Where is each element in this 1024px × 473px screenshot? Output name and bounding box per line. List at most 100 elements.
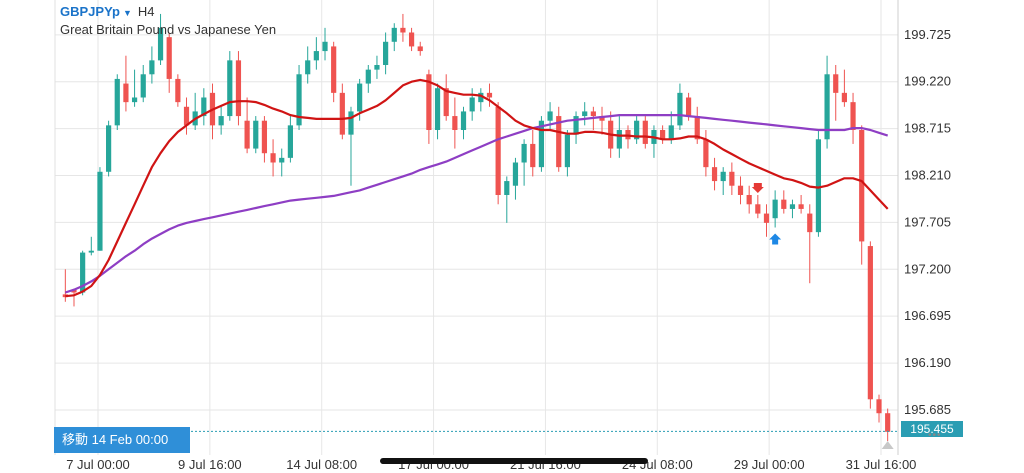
candle-body	[235, 60, 242, 117]
candle-body	[279, 157, 285, 163]
candle-body	[564, 134, 570, 168]
goto-date-button[interactable]: 移動 14 Feb 00:00	[54, 427, 190, 453]
scroll-marker-icon	[881, 441, 894, 449]
candle-body	[772, 199, 778, 219]
y-tick-label: 196.190	[904, 355, 951, 370]
y-tick-label: 196.695	[904, 308, 951, 323]
fast-ma-line	[65, 78, 889, 298]
y-tick-label: 198.210	[904, 168, 951, 183]
candle-body	[841, 92, 847, 103]
candle-body	[867, 246, 873, 400]
candle-body	[833, 74, 839, 93]
chart-header[interactable]: GBPJPYp ▼ H4	[60, 4, 155, 19]
y-tick-label: 195.685	[904, 402, 951, 417]
candle-body	[876, 399, 882, 414]
candle-body	[400, 27, 406, 33]
candle-body	[201, 97, 207, 117]
caret-down-icon[interactable]: ▼	[122, 8, 132, 18]
candle-body	[469, 97, 475, 112]
candle-body	[97, 171, 103, 251]
candle-body	[417, 46, 423, 52]
candle-body	[677, 92, 683, 126]
candle-body	[703, 139, 709, 168]
more-dots-icon[interactable]: •••	[928, 430, 942, 441]
candle-body	[296, 74, 302, 126]
candle-body	[408, 32, 415, 47]
candle-body	[616, 130, 622, 149]
current-price-tag: 195.455	[901, 421, 963, 437]
candle-body	[599, 116, 605, 121]
candle-body	[556, 116, 562, 168]
candle-body	[815, 139, 822, 233]
candle-body	[261, 120, 268, 154]
y-tick-label: 197.200	[904, 261, 951, 276]
y-tick-label: 199.220	[904, 74, 951, 89]
candle-body	[634, 120, 640, 140]
candle-body	[824, 74, 830, 140]
candle-body	[720, 171, 726, 182]
candle-body	[391, 27, 397, 42]
candle-body	[763, 213, 770, 223]
y-tick-label: 198.715	[904, 121, 951, 136]
candle-body	[287, 125, 293, 158]
candle-body	[694, 116, 700, 140]
candle-body	[807, 213, 813, 233]
candle-body	[166, 37, 172, 79]
candle-body	[590, 111, 596, 117]
candle-body	[530, 143, 536, 168]
candle-body	[685, 97, 692, 117]
candle-body	[504, 181, 510, 195]
candle-body	[443, 88, 449, 117]
candle-body	[365, 69, 371, 84]
candle-body	[157, 27, 164, 61]
y-tick-label: 199.725	[904, 27, 951, 42]
symbol-description: Great Britain Pound vs Japanese Yen	[60, 22, 277, 37]
candle-body	[80, 252, 86, 293]
candle-body	[322, 41, 328, 52]
candle-body	[859, 130, 865, 242]
candle-body	[538, 120, 545, 168]
candle-body	[374, 65, 380, 70]
x-tick-label: 7 Jul 00:00	[66, 457, 130, 472]
candle-body	[512, 162, 519, 186]
candle-body	[885, 413, 891, 432]
candle-body	[183, 106, 190, 126]
candle-body	[71, 289, 77, 293]
candle-body	[452, 116, 458, 130]
x-tick-label: 9 Jul 16:00	[178, 457, 242, 472]
candle-body	[737, 185, 744, 195]
candle-body	[426, 74, 432, 130]
y-tick-label: 197.705	[904, 214, 951, 229]
candle-body	[270, 153, 276, 163]
candle-body	[348, 111, 354, 135]
candle-body	[383, 41, 389, 65]
candle-body	[711, 167, 718, 182]
candle-body	[123, 83, 129, 103]
candle-body	[88, 250, 94, 253]
candle-body	[149, 60, 155, 75]
slow-ma-line	[64, 113, 889, 294]
candle-body	[486, 92, 493, 98]
candle-body	[331, 46, 337, 93]
candle-body	[746, 195, 752, 205]
home-indicator	[380, 458, 648, 464]
candle-body	[729, 171, 735, 186]
candle-body	[781, 199, 787, 209]
candle-body	[114, 78, 120, 126]
candle-body	[253, 120, 259, 149]
candle-body	[755, 204, 761, 214]
candle-body	[642, 120, 648, 144]
candle-body	[850, 102, 856, 130]
symbol-label[interactable]: GBPJPYp	[60, 4, 120, 19]
buy-arrow-icon	[769, 233, 782, 245]
candle-body	[218, 116, 224, 126]
candle-body	[357, 83, 363, 112]
candle-body	[227, 60, 233, 117]
candle-body	[521, 143, 527, 163]
timeframe-label[interactable]: H4	[137, 4, 155, 19]
candle-body	[131, 97, 138, 103]
x-tick-label: 29 Jul 00:00	[734, 457, 805, 472]
candle-body	[106, 125, 112, 172]
candle-body	[305, 60, 311, 75]
